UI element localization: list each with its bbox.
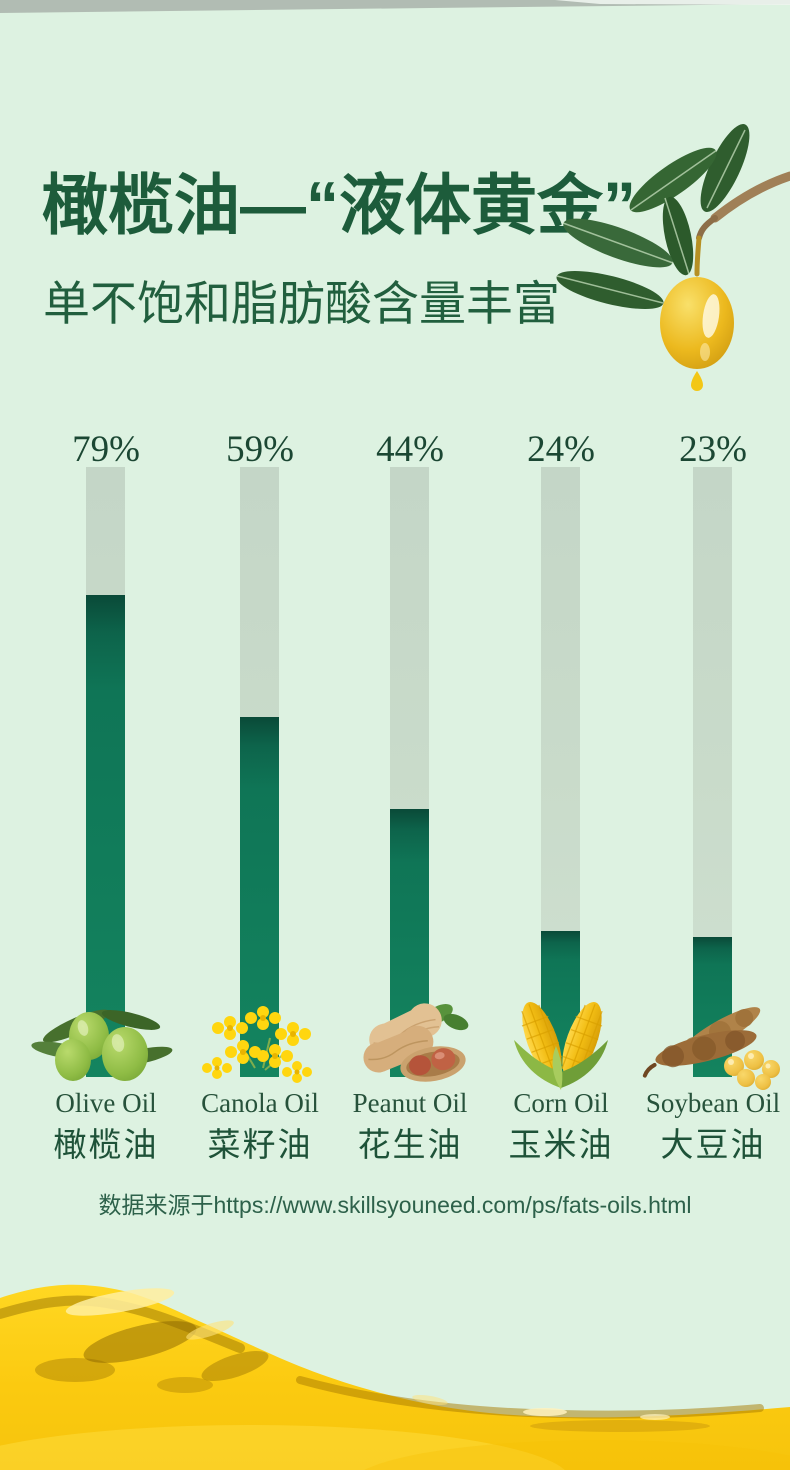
corn-icon bbox=[514, 1002, 608, 1090]
olives-icon bbox=[31, 1009, 173, 1081]
oil-drip bbox=[691, 371, 703, 391]
bar-label-zh: 菜籽油 bbox=[207, 1126, 313, 1163]
peanut-icon bbox=[363, 1003, 469, 1082]
bar-icon-slot bbox=[486, 998, 636, 1090]
canola-flower-icon bbox=[202, 1006, 312, 1083]
page-title: 橄榄油—“液体黄金” bbox=[42, 168, 636, 243]
bar-label-zh: 大豆油 bbox=[660, 1126, 766, 1163]
bar-label-zh: 玉米油 bbox=[508, 1126, 614, 1163]
bar-value-label: 44% bbox=[376, 429, 444, 470]
bar-value-label: 59% bbox=[226, 429, 294, 470]
bar-label-en: Corn Oil bbox=[513, 1088, 609, 1118]
olive-leaves bbox=[556, 124, 750, 310]
bar-value-label: 24% bbox=[527, 429, 595, 470]
bar-column: 44% bbox=[335, 428, 485, 1163]
bar-column: 24% Corn Oil bbox=[486, 428, 636, 1163]
bar-label-en: Olive Oil bbox=[55, 1088, 157, 1118]
source-note: 数据来源于https://www.skillsyouneed.com/ps/fa… bbox=[98, 1192, 692, 1218]
bar-label-en: Canola Oil bbox=[201, 1088, 319, 1118]
decorative-top-strip bbox=[0, 0, 790, 13]
bar-label-en: Peanut Oil bbox=[352, 1088, 468, 1118]
bar-column: 59% bbox=[185, 428, 335, 1163]
bar-track bbox=[541, 467, 580, 1077]
bar-track bbox=[390, 467, 429, 1077]
olive-branch-image bbox=[556, 124, 790, 391]
bar-column: 79% Olive Oil 橄榄油 bbox=[31, 428, 181, 1163]
bar-label-zh: 橄榄油 bbox=[53, 1126, 159, 1163]
bar-icon-slot bbox=[638, 998, 788, 1090]
olive-fruit-stem bbox=[694, 235, 702, 277]
soybean-icon bbox=[642, 1007, 780, 1090]
bar-track bbox=[240, 467, 279, 1077]
bar-value-label: 79% bbox=[72, 429, 140, 470]
bar-value-label: 23% bbox=[679, 429, 747, 470]
bar-fill bbox=[86, 595, 125, 1077]
page-subtitle: 单不饱和脂肪酸含量丰富 bbox=[43, 277, 560, 330]
oil-wave-image bbox=[0, 1284, 790, 1470]
bar-column: 23% bbox=[638, 428, 788, 1163]
olive-fruit bbox=[660, 277, 734, 369]
bar-icon-slot bbox=[185, 998, 335, 1090]
bar-icon-slot bbox=[31, 998, 181, 1090]
bar-label-zh: 花生油 bbox=[357, 1126, 463, 1163]
bar-track bbox=[693, 467, 732, 1077]
bar-label-en: Soybean Oil bbox=[645, 1088, 781, 1118]
bar-track bbox=[86, 467, 125, 1077]
bar-icon-slot bbox=[335, 998, 485, 1090]
